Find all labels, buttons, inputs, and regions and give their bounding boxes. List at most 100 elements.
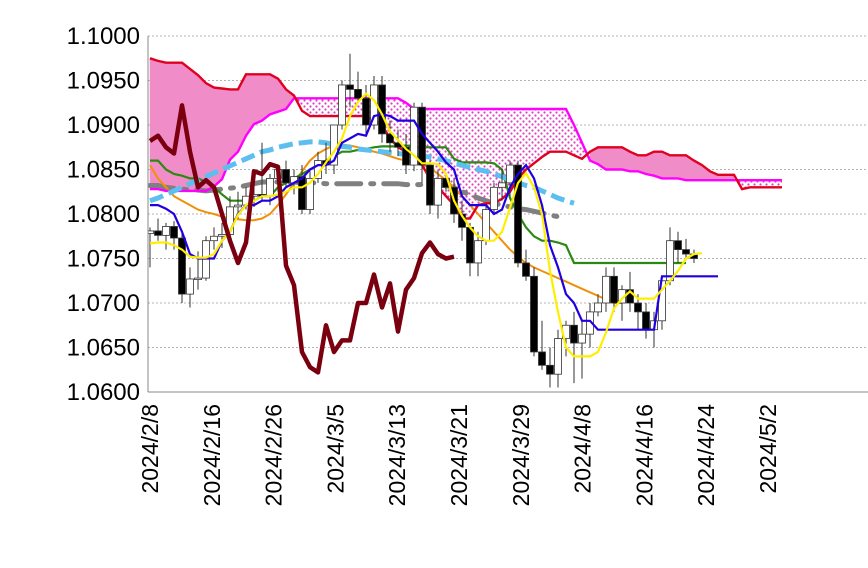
candle-bullish (554, 338, 562, 375)
cloud-segment-bullish (750, 180, 758, 188)
green-line (150, 144, 686, 265)
candle-bearish (546, 364, 554, 375)
senkou-span-a-line (149, 57, 782, 220)
candle-bearish (418, 106, 426, 166)
cloud-segment-bullish (398, 98, 406, 152)
x-tick-label: 2024/4/8 (570, 404, 596, 494)
candle-bearish (514, 164, 522, 264)
cloud-segment-bullish (566, 108, 574, 156)
candle-bullish (506, 164, 514, 184)
cloud-segment-bullish (310, 98, 318, 117)
candle-bullish (218, 234, 226, 237)
candle-bullish (162, 226, 170, 236)
candle-bullish (482, 209, 490, 242)
cloud-segment-bearish (253, 73, 263, 125)
candle-bullish (578, 333, 586, 344)
cloud-segment-bullish (550, 108, 558, 152)
candle-bullish (490, 186, 498, 210)
x-tick-label: 2024/2/8 (137, 404, 163, 494)
candle-bullish (306, 177, 314, 210)
cloud-segment-bullish (518, 108, 526, 179)
chikou-span-line (148, 103, 455, 375)
cloud-segment-bearish (261, 73, 271, 122)
x-tick-label: 2024/2/26 (261, 404, 287, 506)
indicator-lines (148, 57, 782, 304)
cloud-segment-bearish (157, 60, 167, 192)
y-tick-label: 1.0900 (67, 112, 140, 139)
x-tick-label: 2024/3/13 (384, 404, 410, 506)
y-tick-label: 1.1000 (67, 23, 140, 50)
cloud-segment-bullish (318, 98, 326, 117)
candle-bearish (426, 164, 434, 206)
candle-bullish (410, 106, 418, 166)
y-tick-label: 1.0800 (67, 201, 140, 228)
axes (147, 36, 868, 393)
candle-bullish (498, 182, 506, 188)
cloud-segment-bullish (470, 108, 478, 219)
candle-bearish (610, 275, 618, 304)
cloud-segment-bearish (613, 146, 623, 170)
cloud-segment-bullish (526, 108, 534, 170)
cloud-segment-bullish (478, 108, 486, 206)
candle-bearish (538, 351, 546, 366)
y-axis-ticks: 1.1000 1.0950 1.0900 1.0850 1.0800 1.0750 1.07… (67, 23, 140, 406)
candle-bearish (642, 311, 650, 331)
candle-bearish (570, 324, 578, 344)
cloud-segment-bullish (494, 108, 502, 204)
tenkan-sen-line (149, 92, 703, 358)
x-tick-label: 2024/4/16 (631, 404, 657, 506)
candle-bullish (666, 240, 674, 282)
cloud-segment-bullish (574, 125, 582, 159)
candle-bullish (148, 230, 154, 234)
indicator-lines-front (148, 92, 718, 375)
cloud-segment-bearish (605, 146, 615, 170)
candle-bullish (210, 235, 218, 242)
candlesticks (148, 53, 698, 388)
y-tick-label: 1.0650 (67, 335, 140, 362)
cloud-segment-bullish (542, 108, 550, 158)
cloud-segment-bullish (766, 180, 774, 188)
candle-bullish (194, 277, 202, 280)
candle-bearish (346, 84, 354, 90)
cloud-segment-bullish (774, 180, 782, 188)
blue-dashed-line (149, 139, 575, 206)
cloud-segment-bearish (149, 57, 159, 190)
x-tick-label: 2024/3/21 (446, 404, 472, 506)
cloud-segment-bullish (558, 108, 566, 152)
cloud-segment-bearish (669, 154, 679, 179)
candle-bearish (626, 289, 634, 304)
x-axis-ticks: 2024/2/8 2024/2/16 2024/2/26 2024/3/5 2024/3… (137, 404, 781, 507)
candle-bullish (186, 278, 194, 295)
x-tick-label: 2024/4/24 (693, 404, 719, 507)
candle-bearish (466, 226, 474, 264)
cloud-segment-bullish (534, 108, 542, 164)
cloud-segment-bearish (653, 151, 663, 179)
x-tick-label: 2024/5/2 (755, 404, 781, 494)
candle-bullish (586, 311, 594, 335)
candle-bearish (178, 237, 186, 295)
candle-bearish (154, 230, 162, 236)
candle-bullish (234, 204, 242, 208)
candle-bearish (634, 302, 642, 313)
y-tick-label: 1.0850 (67, 157, 140, 184)
candle-bearish (354, 89, 362, 99)
candle-bullish (602, 275, 610, 304)
y-tick-label: 1.0750 (67, 246, 140, 273)
x-tick-label: 2024/2/16 (199, 404, 225, 506)
candle-bearish (362, 97, 370, 126)
candle-bearish (674, 240, 682, 250)
candle-bearish (402, 146, 410, 166)
candle-bullish (594, 302, 602, 313)
cloud-segment-bullish (326, 98, 334, 117)
candle-bullish (338, 84, 346, 126)
y-tick-label: 1.0600 (67, 379, 140, 406)
candle-bullish (434, 177, 442, 206)
candle-bearish (298, 176, 306, 210)
candle-bearish (386, 133, 394, 144)
candle-bearish (530, 275, 538, 353)
candle-bearish (522, 262, 530, 277)
candle-bullish (474, 240, 482, 264)
ichimoku-cloud (149, 57, 782, 219)
cloud-segment-bearish (677, 154, 687, 181)
